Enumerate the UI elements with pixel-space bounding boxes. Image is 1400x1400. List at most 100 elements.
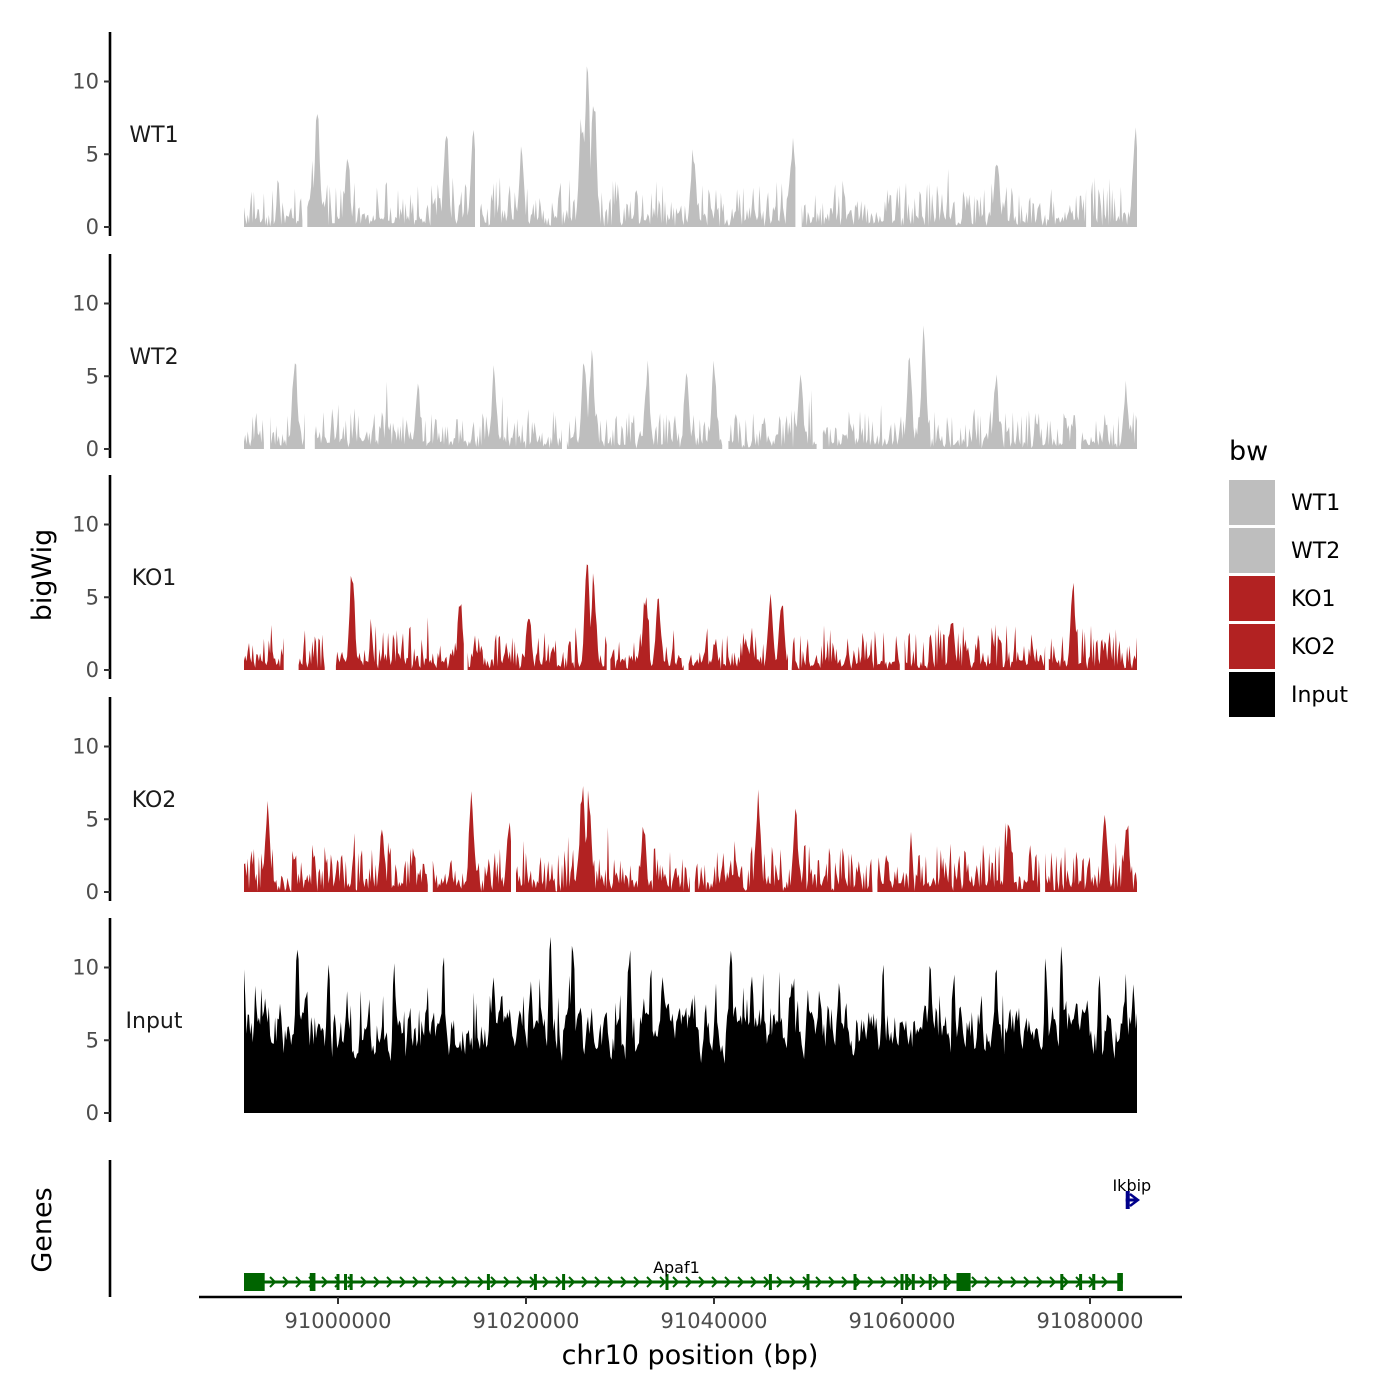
exon (928, 1274, 932, 1290)
signal-area-wt1 (244, 66, 1137, 227)
strand-arrow (607, 1276, 615, 1288)
x-tick-label: 91000000 (285, 1309, 392, 1333)
y-tick-label: 0 (86, 880, 99, 904)
exon (943, 1274, 947, 1290)
strand-arrow (724, 1276, 732, 1288)
y-tick-label: 10 (72, 735, 99, 759)
gene-ikbip: Ikbip (1112, 1176, 1151, 1209)
strand-arrow (854, 1276, 862, 1288)
strand-arrow (1023, 1276, 1031, 1288)
x-tick-label: 91040000 (661, 1309, 768, 1333)
strand-arrow (737, 1276, 745, 1288)
track-ko1: 0 5 10 KO1 (72, 475, 1137, 682)
strand-arrow (945, 1276, 953, 1288)
strand-arrow (1036, 1276, 1044, 1288)
strand-arrow (269, 1276, 277, 1288)
strand-arrow (659, 1276, 667, 1288)
exon (562, 1274, 566, 1290)
y-tick-label: 0 (86, 215, 99, 239)
signal-area-ko2 (244, 786, 1137, 892)
exon (853, 1274, 857, 1290)
y-tick-label: 0 (86, 658, 99, 682)
strand-arrow (646, 1276, 654, 1288)
y-tick-label: 0 (86, 1101, 99, 1125)
strand-arrow (685, 1276, 693, 1288)
gene-label: Ikbip (1112, 1176, 1151, 1195)
strand-arrow (399, 1276, 407, 1288)
y-tick-label: 0 (86, 437, 99, 461)
exon (911, 1274, 915, 1290)
strand-arrow (451, 1276, 459, 1288)
strand-arrow (477, 1276, 485, 1288)
legend-key-ko2 (1229, 624, 1275, 669)
legend-key-input (1229, 672, 1275, 717)
strand-arrow (1049, 1276, 1057, 1288)
exon (1060, 1274, 1064, 1290)
bigwig-tracks: 0 5 10 WT1 0 5 10 WT2 0 5 10 KO1 0 5 10 KO2 0 5 10 Input (72, 32, 1137, 1125)
strand-arrow (997, 1276, 1005, 1288)
y-tick-label: 5 (86, 142, 99, 166)
exon (336, 1274, 340, 1290)
strand-arrow (711, 1276, 719, 1288)
exon (309, 1273, 316, 1291)
track-label: KO2 (132, 788, 177, 813)
gene-apaf1: Apaf1 (244, 1258, 1123, 1291)
gene-track: 91000000 91020000 91040000 91060000 91080000… (108, 1160, 1182, 1333)
strand-arrow (880, 1276, 888, 1288)
strand-arrow (828, 1276, 836, 1288)
legend-label-input: Input (1291, 683, 1348, 708)
gene-label: Apaf1 (653, 1258, 700, 1277)
exon (956, 1273, 971, 1291)
track-input: 0 5 10 Input (72, 918, 1137, 1125)
signal-area-wt2 (244, 325, 1137, 449)
x-tick-label: 91020000 (473, 1309, 580, 1333)
exon (665, 1274, 669, 1290)
strand-arrow (1010, 1276, 1018, 1288)
y-tick-label: 5 (86, 1028, 99, 1052)
strand-arrow (698, 1276, 706, 1288)
exon (1125, 1191, 1130, 1209)
strand-arrow (789, 1276, 797, 1288)
y-axis-title-genes: Genes (27, 1187, 58, 1272)
strand-arrow (373, 1276, 381, 1288)
signal-area-ko1 (244, 564, 1137, 670)
y-axis-title-bigwig: bigWig (27, 529, 58, 622)
strand-arrow (776, 1276, 784, 1288)
exon (344, 1274, 348, 1290)
track-wt1: 0 5 10 WT1 (72, 32, 1137, 239)
x-tick-label: 91080000 (1037, 1309, 1144, 1333)
strand-arrow (750, 1276, 758, 1288)
exon (1079, 1274, 1083, 1290)
strand-arrow (841, 1276, 849, 1288)
exon (349, 1274, 353, 1290)
track-ko2: 0 5 10 KO2 (72, 697, 1137, 904)
y-tick-label: 5 (86, 364, 99, 388)
track-wt2: 0 5 10 WT2 (72, 254, 1137, 461)
strand-arrow (282, 1276, 290, 1288)
signal-area-input (244, 936, 1137, 1113)
strand-arrow (568, 1276, 576, 1288)
track-label: Input (126, 1009, 183, 1034)
legend-title: bw (1229, 436, 1268, 467)
exon (905, 1274, 909, 1290)
y-tick-label: 10 (72, 292, 99, 316)
y-tick-label: 5 (86, 807, 99, 831)
track-label: WT2 (129, 345, 178, 370)
exon (806, 1274, 810, 1290)
legend-key-ko1 (1229, 576, 1275, 621)
exon (486, 1274, 490, 1290)
strand-arrow (1062, 1276, 1070, 1288)
strand-arrow (412, 1276, 420, 1288)
strand-arrow (1101, 1276, 1109, 1288)
strand-arrow (490, 1276, 498, 1288)
strand-arrow (815, 1276, 823, 1288)
strand-arrow (984, 1276, 992, 1288)
y-tick-label: 10 (72, 513, 99, 537)
strand-arrow (633, 1276, 641, 1288)
y-tick-label: 5 (86, 585, 99, 609)
legend-key-wt1 (1229, 480, 1275, 525)
y-tick-label: 10 (72, 70, 99, 94)
strand-arrow (919, 1276, 927, 1288)
strand-arrow (425, 1276, 433, 1288)
